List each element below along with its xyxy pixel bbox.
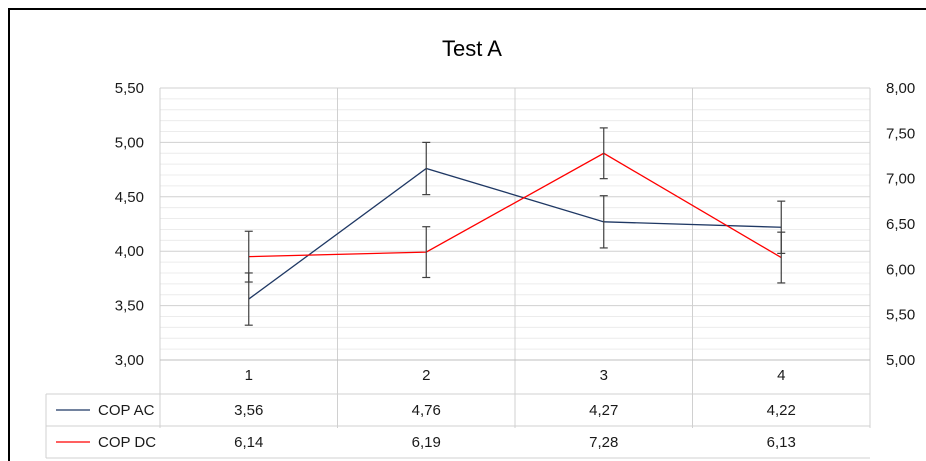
y-right-tick-label: 6,50 xyxy=(886,216,915,233)
table-cell-value: 6,19 xyxy=(412,434,441,451)
data-table: 1 2 3 4 COP AC 3,56 4,76 4,27 4,22 COP DC 6,14 6,19… xyxy=(45,367,870,459)
y-left-tick-label: 5,00 xyxy=(115,134,144,151)
x-category-label: 2 xyxy=(422,367,430,384)
y-right-tick-label: 5,00 xyxy=(886,352,915,369)
legend-series-name: COP AC xyxy=(98,402,155,419)
chart-frame xyxy=(8,8,926,461)
series-line xyxy=(248,167,782,300)
table-cell-value: 4,76 xyxy=(412,402,441,419)
chart-title: Test A xyxy=(442,36,502,61)
x-category-label: 3 xyxy=(600,367,608,384)
y-left-tick-label: 3,50 xyxy=(115,298,144,315)
y-right-tick-label: 6,00 xyxy=(886,261,915,278)
right-axis: 5,00 5,50 6,00 6,50 7,00 7,50 8,00 xyxy=(886,80,915,369)
table-cell-value: 6,14 xyxy=(234,434,263,451)
y-left-tick-label: 4,50 xyxy=(115,189,144,206)
y-left-tick-label: 3,00 xyxy=(115,352,144,369)
table-cell-value: 3,56 xyxy=(234,402,263,419)
y-left-tick-label: 4,00 xyxy=(115,243,144,260)
x-category-label: 4 xyxy=(777,367,785,384)
y-right-tick-label: 7,00 xyxy=(886,171,915,188)
table-cell-value: 4,22 xyxy=(767,402,796,419)
table-cell-value: 4,27 xyxy=(589,402,618,419)
y-right-tick-label: 5,50 xyxy=(886,307,915,324)
table-cell-value: 6,13 xyxy=(767,434,796,451)
left-axis: 3,00 3,50 4,00 4,50 5,00 5,50 xyxy=(115,80,144,369)
series-line xyxy=(248,152,782,259)
grid xyxy=(159,87,871,428)
y-right-tick-label: 8,00 xyxy=(886,80,915,97)
legend-series-name: COP DC xyxy=(98,434,156,451)
x-category-label: 1 xyxy=(245,367,253,384)
y-left-tick-label: 5,50 xyxy=(115,80,144,97)
series-layer xyxy=(244,127,786,326)
table-cell-value: 7,28 xyxy=(589,434,618,451)
y-right-tick-label: 7,50 xyxy=(886,125,915,142)
